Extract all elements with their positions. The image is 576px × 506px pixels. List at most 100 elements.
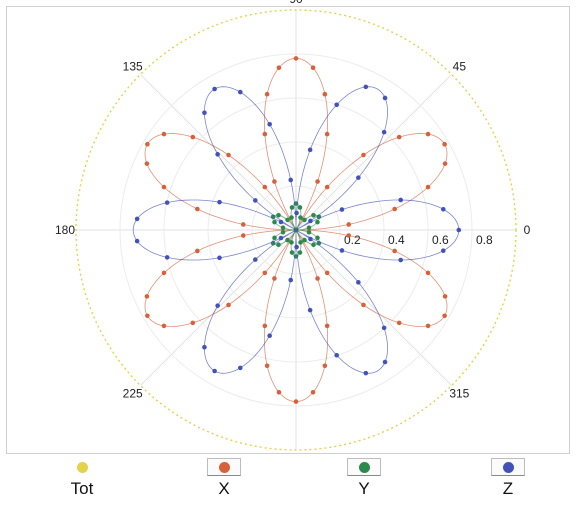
series-x-point xyxy=(425,270,431,276)
series-z-point xyxy=(253,257,258,262)
series-z-point xyxy=(440,248,446,253)
series-x-point xyxy=(361,152,366,158)
series-y-point xyxy=(297,250,303,255)
series-z-point xyxy=(215,303,220,308)
series-x-point xyxy=(324,270,330,276)
legend-item-y[interactable]: Y xyxy=(324,458,404,499)
legend-label-z: Z xyxy=(502,479,514,498)
series-x-point xyxy=(195,206,200,212)
legend-item-z[interactable]: Z xyxy=(468,458,548,499)
series-x-point xyxy=(346,233,352,238)
legend-item-tot[interactable]: Tot xyxy=(42,458,122,499)
series-x-point xyxy=(262,184,268,190)
angle-label-0: 0 xyxy=(524,223,531,237)
legend-label-y: Y xyxy=(358,479,370,498)
series-y-point xyxy=(289,240,294,245)
series-x-point xyxy=(425,323,431,329)
series-x-point xyxy=(293,56,299,61)
series-z-point xyxy=(363,84,369,90)
series-z-point xyxy=(237,365,243,371)
series-z-point xyxy=(308,218,313,224)
series-x-point xyxy=(361,302,366,308)
series-z-point xyxy=(456,227,462,233)
series-y-point xyxy=(306,229,312,235)
series-x-point xyxy=(425,184,431,190)
series-z-point xyxy=(381,325,387,331)
series-x-point xyxy=(392,248,397,254)
radial-tick-label: 0.4 xyxy=(388,233,405,247)
spoke-315 xyxy=(295,229,452,386)
series-x-point xyxy=(396,134,402,140)
series-x-point xyxy=(324,323,330,329)
series-y-point xyxy=(306,225,312,231)
series-x-point xyxy=(226,152,231,158)
series-z-point xyxy=(440,207,446,212)
series-z-point xyxy=(217,199,222,205)
series-x-point xyxy=(144,161,150,166)
series-z-point xyxy=(253,198,258,203)
series-z-point xyxy=(202,344,207,350)
series-x-point xyxy=(226,302,231,308)
series-y-point xyxy=(289,205,295,210)
series-z-point xyxy=(288,177,294,183)
series-y-point xyxy=(315,235,320,241)
series-x-point xyxy=(264,363,270,369)
series-z-point xyxy=(308,236,313,242)
series-x-point xyxy=(315,276,320,281)
series-z-point xyxy=(164,200,170,205)
series-z-point xyxy=(356,280,361,285)
series-x-point xyxy=(272,276,277,281)
series-z-point xyxy=(382,95,388,101)
series-z-point xyxy=(217,255,222,261)
series-x-point xyxy=(262,323,268,329)
series-x-point xyxy=(190,134,196,140)
series-x-point xyxy=(442,313,447,319)
series-x-point xyxy=(161,131,167,137)
series-y-point xyxy=(311,213,316,218)
series-z-point xyxy=(381,129,387,135)
series-z-point xyxy=(215,152,220,157)
grid-ring-3 xyxy=(119,53,473,407)
series-z-point xyxy=(212,86,217,92)
series-y-point xyxy=(302,237,307,243)
series-z-point xyxy=(278,235,284,241)
series-z-point xyxy=(307,147,313,153)
series-y-point xyxy=(276,213,281,218)
series-y-point xyxy=(272,219,277,225)
series-x-point xyxy=(240,233,246,238)
legend-item-x[interactable]: X xyxy=(184,458,264,499)
series-z-point xyxy=(134,238,140,244)
series-x-point xyxy=(346,222,352,227)
series-z-point xyxy=(382,359,388,365)
angle-label-225: 225 xyxy=(123,386,143,400)
series-x-point xyxy=(145,141,150,147)
series-x-point xyxy=(442,161,448,166)
series-x-point xyxy=(144,294,150,299)
series-y-point xyxy=(298,215,303,220)
radial-tick-label: 0.8 xyxy=(476,233,493,247)
series-z-point xyxy=(398,257,404,263)
series-y-point xyxy=(297,205,303,210)
series-z-point xyxy=(334,102,340,108)
angle-label-90: 90 xyxy=(289,0,303,6)
radial-tick-label: 0.6 xyxy=(432,233,449,247)
series-x-point xyxy=(324,184,330,190)
series-x-point xyxy=(442,141,447,147)
series-z-point xyxy=(339,248,345,253)
series-y-point xyxy=(285,217,290,223)
series-x-point xyxy=(190,320,196,326)
angle-label-135: 135 xyxy=(123,60,143,74)
legend-swatch-tot xyxy=(65,458,99,476)
angle-label-315: 315 xyxy=(449,386,469,400)
series-z-point xyxy=(398,197,404,203)
series-x-point xyxy=(442,294,448,299)
series-z-point xyxy=(288,277,294,283)
series-tot-circle xyxy=(75,9,517,451)
series-x-point xyxy=(272,179,277,184)
series-x-point xyxy=(315,179,320,184)
series-y-point xyxy=(285,237,290,243)
series-z-point xyxy=(134,216,140,222)
series-z-point xyxy=(212,368,217,374)
legend-dot-tot-icon xyxy=(76,461,88,473)
series-x-point xyxy=(425,131,431,137)
